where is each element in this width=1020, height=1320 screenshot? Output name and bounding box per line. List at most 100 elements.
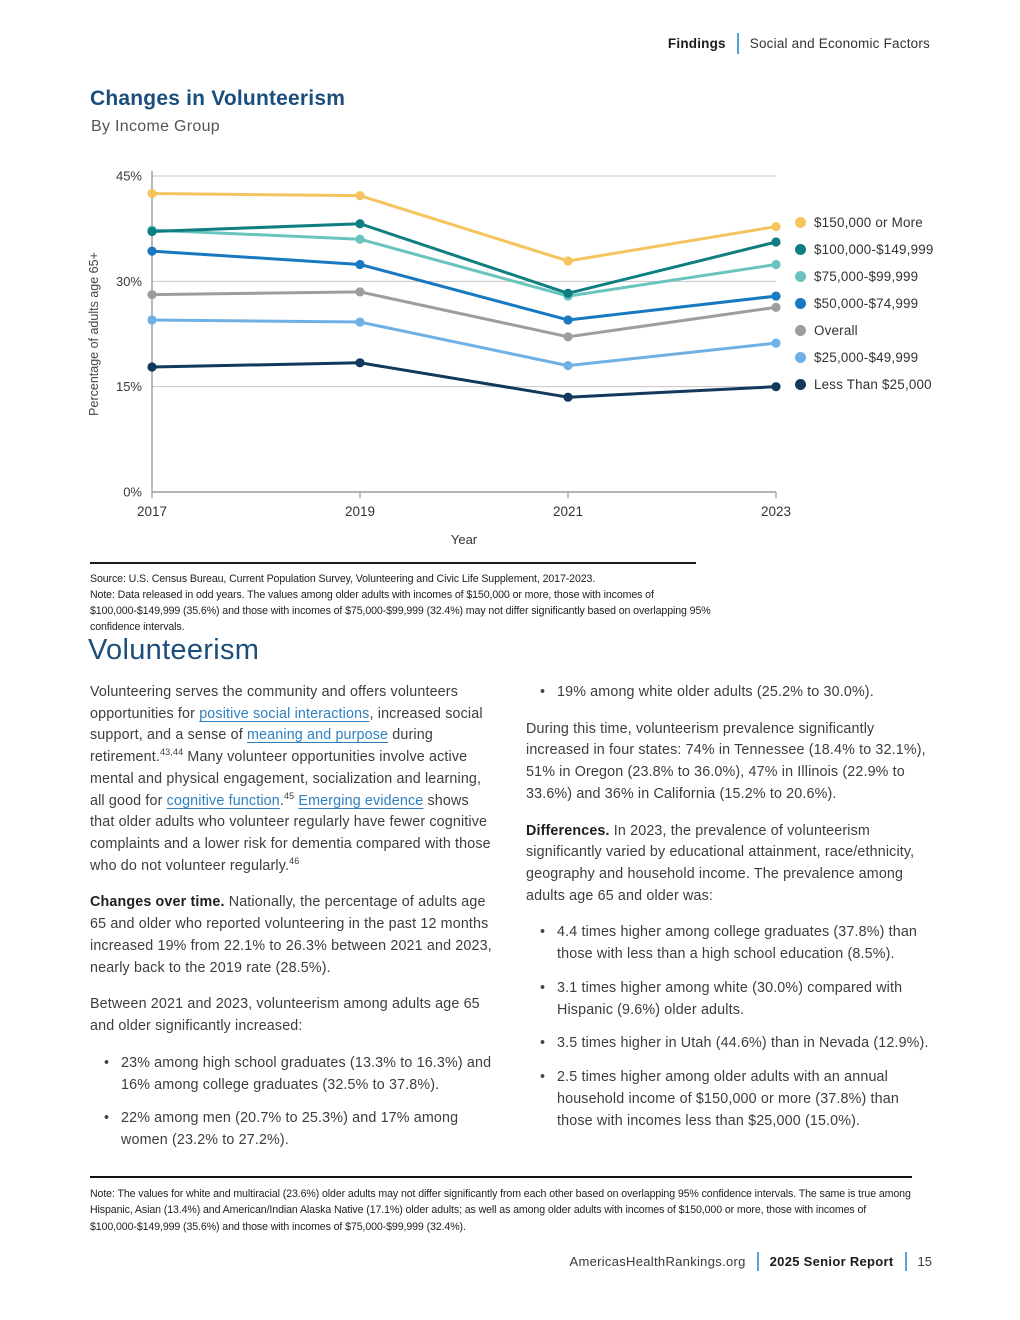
- data-point: [563, 332, 573, 342]
- data-point: [771, 302, 781, 312]
- paragraph: Volunteering serves the community and of…: [90, 682, 496, 877]
- text-run: In 2023, the prevalence of volunteerism …: [526, 822, 915, 904]
- legend-label: $75,000-$99,999: [814, 268, 919, 284]
- article-body: Volunteering serves the community and of…: [90, 682, 932, 1167]
- data-point: [355, 234, 365, 244]
- x-tick-label: 2023: [761, 504, 791, 519]
- chart-legend: $150,000 or More $100,000-$149,999 $75,000…: [795, 214, 934, 392]
- legend-label: $150,000 or More: [814, 214, 923, 230]
- footer-divider-2: [904, 1252, 907, 1271]
- data-point: [563, 288, 573, 298]
- text-run: shows that older adults who volunteer re…: [90, 792, 491, 874]
- y-tick-label: 45%: [116, 169, 142, 184]
- data-point: [355, 259, 365, 270]
- breadcrumb-section: Findings: [667, 36, 726, 51]
- legend-swatch-icon: [795, 324, 806, 336]
- paragraph: Changes over time. Nationally, the perce…: [90, 892, 496, 979]
- series-line: [150, 290, 778, 339]
- page-footnote: Note: The values for white and multiraci…: [90, 1188, 911, 1233]
- legend-swatch-icon: [795, 216, 806, 228]
- data-point: [355, 191, 365, 201]
- legend-item: $25,000-$49,999: [795, 349, 934, 365]
- data-point: [147, 315, 157, 325]
- bullet-item: 22% among men (20.7% to 25.3%) and 17% a…: [104, 1108, 496, 1151]
- chart-note-text: Note: Data released in odd years. The va…: [90, 588, 711, 633]
- page-footer: AmericasHealthRankings.org 2025 Senior R…: [569, 1252, 932, 1271]
- footnote-reference: 45: [283, 790, 295, 801]
- chart-title: Changes in Volunteerism: [90, 87, 346, 110]
- series-line: [150, 192, 778, 263]
- text-run: 2.5 times higher among older adults with…: [557, 1069, 899, 1129]
- bullet-item: 3.5 times higher in Utah (44.6%) than in…: [540, 1033, 932, 1055]
- text-link[interactable]: Emerging evidence: [298, 792, 424, 809]
- x-tick-label: 2019: [345, 504, 375, 519]
- legend-item: $100,000-$149,999: [795, 241, 934, 257]
- bullet-item: 3.1 times higher among white (30.0%) com…: [540, 978, 932, 1021]
- data-point: [771, 291, 781, 301]
- legend-item: Less Than $25,000: [795, 376, 934, 392]
- legend-label: Less Than $25,000: [814, 376, 932, 392]
- legend-swatch-icon: [795, 378, 806, 390]
- data-point: [771, 382, 781, 392]
- text-run: 3.1 times higher among white (30.0%) com…: [557, 979, 903, 1018]
- series-line: [150, 228, 778, 298]
- text-run: Many volunteer opportunities involve act…: [90, 749, 482, 809]
- data-point: [771, 237, 781, 247]
- text-link[interactable]: cognitive function: [166, 792, 280, 809]
- legend-item: $75,000-$99,999: [795, 268, 934, 284]
- series-line: [150, 222, 778, 295]
- series-line: [150, 318, 778, 368]
- bullet-list: 19% among white older adults (25.2% to 3…: [526, 682, 932, 704]
- y-tick-label: 15%: [116, 379, 142, 394]
- text-run: 23% among high school graduates (13.3% t…: [121, 1054, 492, 1093]
- breadcrumb: Findings Social and Economic Factors: [668, 33, 930, 54]
- data-point: [147, 188, 157, 199]
- data-point: [147, 246, 157, 256]
- text-link[interactable]: positive social interactions: [199, 705, 370, 722]
- article-right-column: 19% among white older adults (25.2% to 3…: [526, 682, 932, 1167]
- legend-label: $50,000-$74,999: [814, 295, 919, 311]
- text-run: 19% among white older adults (25.2% to 3…: [557, 684, 874, 700]
- paragraph: Between 2021 and 2023, volunteerism amon…: [90, 994, 496, 1037]
- text-run: 22% among men (20.7% to 25.3%) and 17% a…: [121, 1110, 459, 1148]
- paragraph: During this time, volunteerism prevalenc…: [526, 719, 932, 806]
- chart-subtitle: By Income Group: [91, 118, 220, 135]
- text-run: during retirement.: [90, 727, 433, 766]
- breadcrumb-divider: [736, 33, 739, 54]
- legend-label: $25,000-$49,999: [814, 349, 919, 365]
- data-point: [355, 358, 365, 368]
- data-point: [771, 338, 781, 348]
- text-run: 3.5 times higher in Utah (44.6%) than in…: [557, 1035, 929, 1052]
- data-point: [355, 317, 365, 327]
- legend-swatch-icon: [795, 270, 806, 282]
- breadcrumb-subsection: Social and Economic Factors: [749, 36, 930, 51]
- legend-swatch-icon: [795, 351, 806, 363]
- text-run: , increased social support, and a sense …: [90, 705, 483, 744]
- chart-source-block: Source: U.S. Census Bureau, Current Popu…: [90, 572, 714, 636]
- data-point: [563, 256, 573, 266]
- article-left-column: Volunteering serves the community and of…: [90, 682, 496, 1167]
- bullet-item: 23% among high school graduates (13.3% t…: [104, 1053, 496, 1096]
- legend-item: $50,000-$74,999: [795, 295, 934, 311]
- x-tick-label: 2021: [553, 504, 583, 519]
- chart-plot-area: 0% 15% 30% 45% 2017 2019 2021 2023 Year Percentag…: [87, 169, 791, 548]
- footnote-reference: 43,44: [159, 747, 184, 758]
- data-point: [355, 287, 365, 297]
- series-line: [150, 361, 778, 399]
- data-point: [563, 392, 573, 402]
- footer-site-link[interactable]: AmericasHealthRankings.org: [569, 1254, 746, 1269]
- text-run: .: [279, 792, 284, 809]
- bullet-list: 4.4 times higher among college graduates…: [526, 922, 932, 1132]
- legend-label: $100,000-$149,999: [814, 241, 934, 257]
- text-run: 4.4 times higher among college graduates…: [557, 924, 918, 963]
- data-point: [147, 362, 157, 372]
- text-link[interactable]: meaning and purpose: [247, 727, 389, 744]
- data-point: [563, 315, 573, 325]
- footer-page-number: 15: [917, 1254, 932, 1269]
- series-line: [150, 249, 778, 322]
- y-tick-label: 0%: [123, 485, 142, 500]
- paragraph: Differences. In 2023, the prevalence of …: [526, 821, 932, 908]
- text-run: During this time, volunteerism prevalenc…: [526, 720, 926, 802]
- bold-lead-in: Changes over time.: [90, 894, 225, 911]
